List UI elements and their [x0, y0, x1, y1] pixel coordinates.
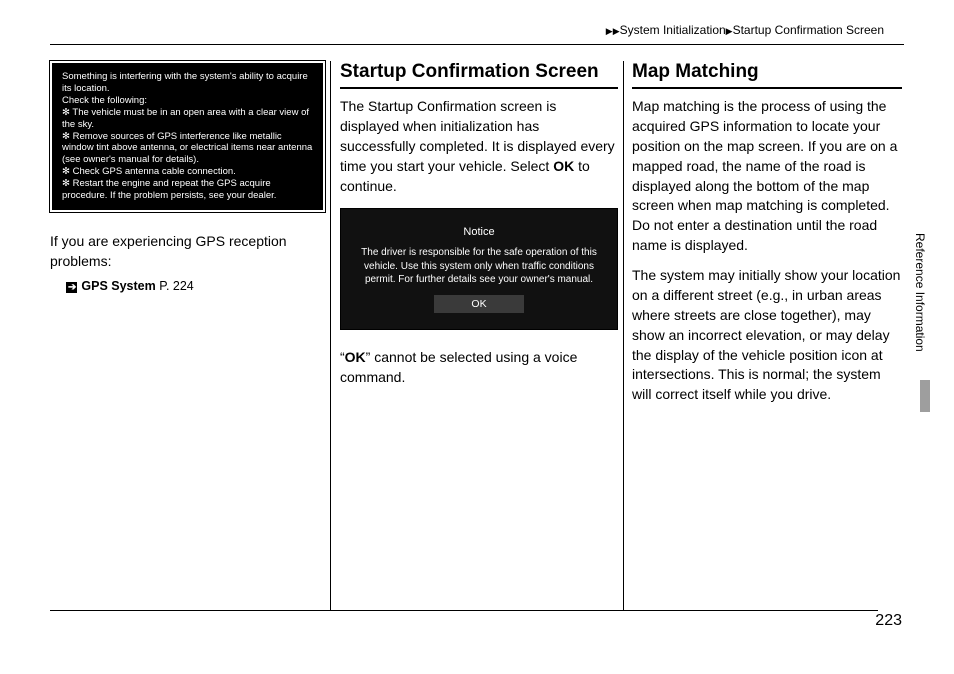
gps-warning-text: Something is interfering with the system… — [62, 71, 313, 202]
breadcrumb-b: Startup Confirmation Screen — [733, 23, 884, 37]
side-tab-label: Reference Information — [912, 233, 928, 352]
page-frame: ▶▶System Initialization▶Startup Confirma… — [46, 22, 908, 646]
column-3: Map Matching Map matching is the process… — [632, 61, 902, 411]
startup-paragraph-1: The Startup Confirmation screen is displ… — [340, 97, 618, 196]
side-tab-marker — [920, 380, 930, 412]
page-number: 223 — [875, 610, 902, 632]
column-1: Something is interfering with the system… — [50, 61, 325, 294]
heading-startup: Startup Confirmation Screen — [340, 61, 618, 89]
gps-intro-text: If you are experiencing GPS reception pr… — [50, 232, 325, 272]
xref-label: GPS System — [81, 279, 155, 293]
triangle-icon: ▶▶ — [606, 26, 620, 36]
notice-body: The driver is responsible for the safe o… — [361, 246, 597, 287]
startup-paragraph-2: “OK” cannot be selected using a voice co… — [340, 348, 618, 388]
heading-map-matching: Map Matching — [632, 61, 902, 89]
breadcrumb: ▶▶System Initialization▶Startup Confirma… — [46, 22, 908, 44]
column-divider — [330, 61, 331, 611]
cross-reference: ➔ GPS System P. 224 — [66, 278, 325, 295]
breadcrumb-a: System Initialization — [620, 23, 726, 37]
text-fragment: ” cannot be selected using a voice comma… — [340, 349, 577, 385]
bottom-rule — [50, 610, 878, 611]
notice-ok-button: OK — [434, 295, 524, 313]
triangle-icon: ▶ — [726, 26, 733, 36]
ok-literal: OK — [345, 349, 366, 365]
column-divider — [623, 61, 624, 611]
column-2: Startup Confirmation Screen The Startup … — [340, 61, 618, 393]
notice-screenshot: Notice The driver is responsible for the… — [340, 208, 618, 330]
content-area: Something is interfering with the system… — [46, 45, 908, 625]
link-icon: ➔ — [66, 282, 77, 293]
gps-warning-box: Something is interfering with the system… — [50, 61, 325, 212]
notice-inner: Notice The driver is responsible for the… — [345, 219, 613, 319]
notice-title: Notice — [361, 225, 597, 240]
xref-page: P. 224 — [159, 279, 194, 293]
map-paragraph-1: Map matching is the process of using the… — [632, 97, 902, 256]
map-paragraph-2: The system may initially show your locat… — [632, 266, 902, 405]
ok-literal: OK — [553, 158, 574, 174]
